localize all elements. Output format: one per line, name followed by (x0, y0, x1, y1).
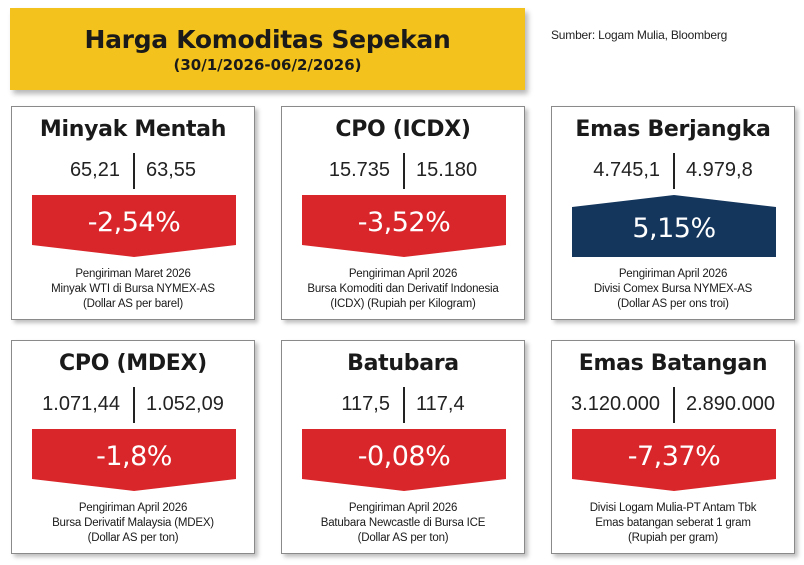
description-line: Batubara Newcastle di Bursa ICE (320, 517, 486, 529)
commodity-card-minyak-mentah: Minyak Mentah 65,21 63,55 -2,54% Pengiriman … (11, 106, 255, 320)
card-title: Batubara (347, 351, 459, 376)
card-description: Pengiriman April 2026 Bursa Komoditi dan … (284, 267, 522, 312)
arrow-down-shape (302, 195, 506, 257)
description-line: Pengiriman April 2026 (78, 502, 188, 514)
previous-price: 15.735 (328, 159, 390, 181)
card-title: Minyak Mentah (39, 117, 227, 142)
current-price: 15.180 (416, 159, 478, 181)
description-line: Divisi Comex Bursa NYMEX-AS (593, 283, 753, 295)
price-divider (403, 387, 405, 423)
card-title: CPO (MDEX) (59, 351, 207, 376)
card-description: Pengiriman Maret 2026 Minyak WTI di Bursa… (14, 267, 252, 312)
card-description: Pengiriman April 2026 Bursa Derivatif Mal… (14, 501, 252, 546)
description-line: Pengiriman April 2026 (348, 268, 458, 280)
card-title: CPO (ICDX) (335, 117, 471, 142)
price-divider (673, 153, 675, 189)
change-badge-up: 5,15% (572, 195, 776, 257)
previous-price: 4.745,1 (593, 159, 660, 181)
arrow-up-shape (572, 195, 776, 257)
change-badge-down: -1,8% (32, 429, 236, 491)
percent-change: 5,15% (632, 213, 716, 244)
percent-change: -2,54% (87, 207, 181, 238)
price-divider (673, 387, 675, 423)
source-note: Sumber: Logam Mulia, Bloomberg (551, 28, 728, 42)
percent-change: -1,8% (96, 441, 172, 472)
commodity-card-batubara: Batubara 117,5 117,4 -0,08% Pengiriman April… (281, 340, 525, 554)
commodity-card-cpo-mdex: CPO (MDEX) 1.071,44 1.052,09 -1,8% Pengirima… (11, 340, 255, 554)
description-line: (Dollar AS per ton) (357, 532, 449, 544)
current-price: 117,4 (416, 393, 465, 415)
percent-change: -0,08% (357, 441, 451, 472)
price-row: 15.735 15.180 (282, 153, 524, 189)
commodity-card-cpo-icdx: CPO (ICDX) 15.735 15.180 -3,52% Pengiriman A… (281, 106, 525, 320)
description-line: (Rupiah per gram) (628, 532, 718, 544)
current-price: 63,55 (146, 159, 197, 181)
price-row: 65,21 63,55 (12, 153, 254, 189)
description-line: Bursa Komoditi dan Derivatif Indonesia (307, 283, 499, 295)
page-title: Harga Komoditas Sepekan (84, 25, 451, 54)
price-row: 3.120.000 2.890.000 (552, 387, 794, 423)
description-line: Bursa Derivatif Malaysia (MDEX) (52, 517, 214, 529)
percent-change: -3,52% (357, 207, 451, 238)
card-description: Pengiriman April 2026 Divisi Comex Bursa … (554, 267, 792, 312)
previous-price: 1.071,44 (42, 393, 120, 415)
description-line: Pengiriman April 2026 (618, 268, 728, 280)
price-row: 4.745,1 4.979,8 (552, 153, 794, 189)
change-badge-down: -2,54% (32, 195, 236, 257)
description-line: (ICDX) (Rupiah per Kilogram) (330, 298, 476, 310)
arrow-down-shape (32, 429, 236, 491)
previous-price: 3.120.000 (571, 393, 660, 415)
description-line: Emas batangan seberat 1 gram (595, 517, 751, 529)
change-badge-down: -7,37% (572, 429, 776, 491)
price-divider (133, 153, 135, 189)
description-line: Minyak WTI di Bursa NYMEX-AS (51, 283, 215, 295)
description-line: Divisi Logam Mulia-PT Antam Tbk (589, 502, 757, 514)
description-line: Pengiriman April 2026 (348, 502, 458, 514)
description-line: Pengiriman Maret 2026 (75, 268, 191, 280)
description-line: (Dollar AS per barel) (83, 298, 183, 310)
current-price: 1.052,09 (146, 393, 224, 415)
description-line: (Dollar AS per ons troi) (617, 298, 729, 310)
change-badge-down: -3,52% (302, 195, 506, 257)
price-row: 117,5 117,4 (282, 387, 524, 423)
card-description: Pengiriman April 2026 Batubara Newcastle … (284, 501, 522, 546)
description-line: (Dollar AS per ton) (87, 532, 179, 544)
previous-price: 65,21 (69, 159, 120, 181)
change-badge-down: -0,08% (302, 429, 506, 491)
card-description: Divisi Logam Mulia-PT Antam Tbk Emas bata… (554, 501, 792, 546)
previous-price: 117,5 (341, 393, 390, 415)
arrow-down-shape (32, 195, 236, 257)
current-price: 2.890.000 (686, 393, 775, 415)
price-row: 1.071,44 1.052,09 (12, 387, 254, 423)
commodity-card-emas-batangan: Emas Batangan 3.120.000 2.890.000 -7,37% Div… (551, 340, 795, 554)
header-banner: Harga Komoditas Sepekan (30/1/2026-06/2/… (10, 8, 525, 90)
current-price: 4.979,8 (686, 159, 753, 181)
arrow-down-shape (302, 429, 506, 491)
period-label: (30/1/2026-06/2/2026) (173, 56, 362, 74)
price-divider (133, 387, 135, 423)
card-title: Emas Berjangka (575, 117, 771, 142)
card-title: Emas Batangan (578, 351, 768, 376)
price-divider (403, 153, 405, 189)
commodity-card-emas-berjangka: Emas Berjangka 4.745,1 4.979,8 5,15% Pengiri… (551, 106, 795, 320)
percent-change: -7,37% (627, 441, 721, 472)
arrow-down-shape (572, 429, 776, 491)
